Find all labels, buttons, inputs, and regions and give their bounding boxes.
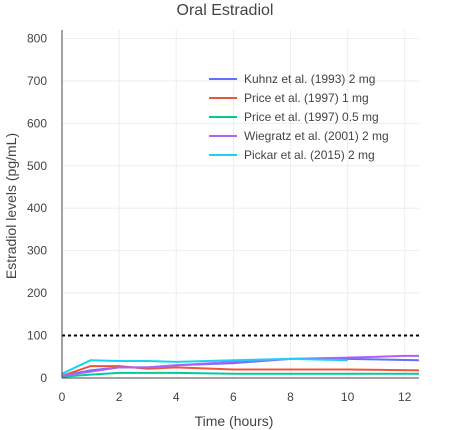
x-axis-title: Time (hours) <box>195 413 274 429</box>
tick-labels: 0 2 4 6 8 10 12 0 100 200 300 400 500 600 700 800 <box>27 31 412 404</box>
x-tick-label: 12 <box>398 390 412 404</box>
x-tick-label: 10 <box>341 390 355 404</box>
series-line-4 <box>61 354 419 377</box>
axes <box>61 30 419 379</box>
y-tick-label: 600 <box>27 116 47 130</box>
series-line-2 <box>61 365 420 377</box>
legend-label-3: Price et al. (1997) 0.5 mg <box>244 110 379 124</box>
legend: Kuhnz et al. (1993) 2 mg Price et al. (19… <box>209 72 389 162</box>
y-tick-label: 100 <box>27 329 47 343</box>
legend-label-4: Wiegratz et al. (2001) 2 mg <box>244 129 389 143</box>
y-tick-label: 0 <box>40 371 47 385</box>
y-tick-label: 700 <box>27 74 47 88</box>
x-tick-label: 8 <box>287 390 294 404</box>
legend-label-2: Price et al. (1997) 1 mg <box>244 91 369 105</box>
legend-label-1: Kuhnz et al. (1993) 2 mg <box>244 72 375 86</box>
y-axis-title: Estradiol levels (pg/mL) <box>3 133 19 279</box>
legend-label-5: Pickar et al. (2015) 2 mg <box>244 148 375 162</box>
y-tick-label: 500 <box>27 159 47 173</box>
series-group <box>61 354 420 378</box>
grid <box>62 30 419 378</box>
x-tick-label: 6 <box>230 390 237 404</box>
y-tick-label: 200 <box>27 286 47 300</box>
y-tick-label: 300 <box>27 244 47 258</box>
series-line-5 <box>61 357 348 375</box>
chart-title: Oral Estradiol <box>177 2 274 19</box>
x-tick-label: 0 <box>59 390 66 404</box>
y-tick-label: 800 <box>27 31 47 45</box>
y-tick-label: 400 <box>27 201 47 215</box>
x-tick-label: 2 <box>116 390 123 404</box>
series-line-3 <box>61 371 419 378</box>
x-tick-label: 4 <box>173 390 180 404</box>
